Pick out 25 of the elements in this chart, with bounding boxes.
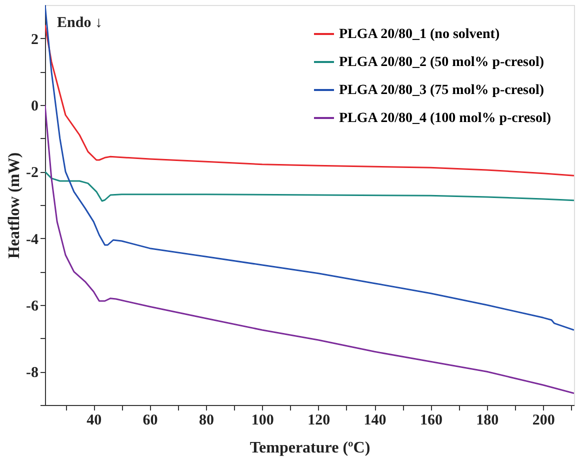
y-tick-label: -2 [26, 165, 38, 182]
x-tick-label: 160 [420, 412, 442, 428]
y-tick-label: -4 [26, 232, 39, 248]
legend-label: PLGA 20/80_4 (100 mol% p-cresol) [339, 111, 552, 126]
x-tick-label: 120 [308, 412, 330, 428]
legend-label: PLGA 20/80_3 (75 mol% p-cresol) [339, 83, 544, 98]
line-series [45, 104, 574, 394]
x-tick-label: 40 [86, 412, 102, 428]
y-tick-label: -6 [26, 298, 39, 314]
x-tick-label: 180 [476, 412, 499, 428]
x-tick-label: 200 [532, 412, 555, 428]
x-axis-title: Temperature (ºC) [250, 440, 370, 456]
legend-label: PLGA 20/80_2 (50 mol% p-cresol) [339, 55, 544, 70]
x-tick-label: 80 [198, 412, 214, 428]
legend-label: PLGA 20/80_1 (no solvent) [339, 27, 500, 42]
line-series [45, 170, 574, 202]
y-tick-label: -8 [26, 365, 38, 382]
annotation: Endo ↓ [57, 15, 102, 31]
x-tick-label: 100 [251, 412, 274, 428]
y-tick-label: 2 [31, 32, 38, 48]
y-tick-label: 0 [31, 98, 38, 114]
line-series [45, 5, 574, 331]
x-tick-label: 140 [364, 412, 386, 428]
y-axis-title: Heatflow (mW) [6, 152, 24, 259]
x-tick-label: 60 [142, 412, 158, 428]
